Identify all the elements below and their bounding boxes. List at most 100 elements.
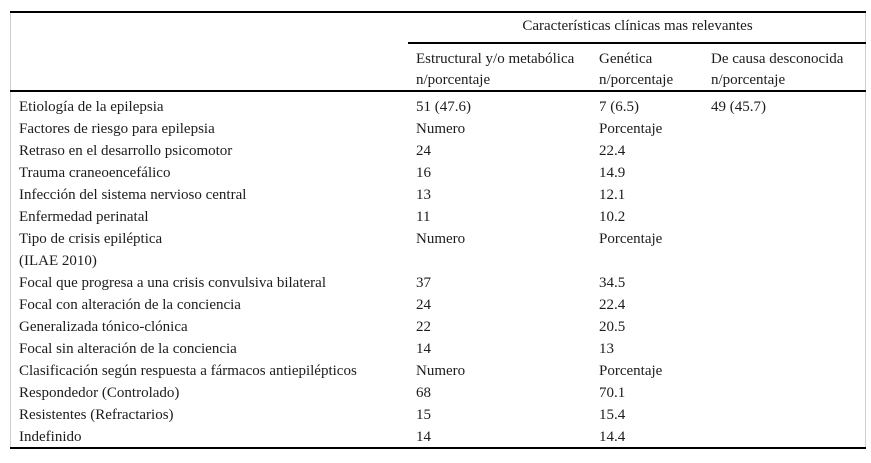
row-col2-value: 14.4	[599, 429, 626, 445]
row-col3-value	[711, 272, 865, 294]
row-col3-value	[711, 294, 865, 316]
column-header-line2: n/porcentaje	[416, 72, 491, 88]
row-label-line1: Generalizada tónico-clónica	[19, 319, 188, 335]
row-label-line1: Focal con alteración de la conciencia	[19, 297, 241, 313]
row-label: Retraso en el desarrollo psicomotor	[11, 140, 416, 162]
table-row: Indefinido 14 14.4	[11, 426, 865, 448]
row-label: Resistentes (Refractarios)	[11, 404, 416, 426]
row-col2-value: 70.1	[599, 385, 626, 401]
row-col3-value	[711, 316, 865, 338]
row-label: Etiología de la epilepsia	[11, 96, 416, 118]
row-label-line1: Factores de riesgo para epilepsia	[19, 121, 215, 137]
row-col2-value: 22.4	[599, 297, 626, 313]
column-header-line2: n/porcentaje	[711, 72, 786, 88]
row-label-line1: Enfermedad perinatal	[19, 209, 149, 225]
row-col1-value: 11	[416, 209, 431, 225]
row-col2-value: 12.1	[599, 187, 626, 203]
row-col2-value: 13	[599, 341, 614, 357]
row-col3-value	[711, 426, 865, 448]
row-label: Focal con alteración de la conciencia	[11, 294, 416, 316]
spanner-rule	[408, 42, 866, 44]
row-col3-value	[711, 118, 865, 140]
row-col1-value: 24	[416, 297, 431, 313]
column-header-genetica: Genética n/porcentaje	[599, 49, 711, 91]
row-label: Indefinido	[11, 426, 416, 448]
table-row: Etiología de la epilepsia 51 (47.6) 7 (6.5…	[11, 96, 865, 118]
row-label: Infección del sistema nervioso central	[11, 184, 416, 206]
row-label: Focal sin alteración de la conciencia	[11, 338, 416, 360]
row-col2-value: Porcentaje	[599, 363, 663, 379]
row-col1-value: 37	[416, 275, 431, 291]
table-row: Tipo de crisis epiléptica (ILAE 2010) Nume…	[11, 228, 865, 272]
table-row: Focal que progresa a una crisis convulsi…	[11, 272, 865, 294]
row-col3-value	[711, 360, 865, 382]
table-body: Etiología de la epilepsia 51 (47.6) 7 (6.5…	[11, 92, 865, 448]
row-col1-value: Numero	[416, 121, 466, 137]
row-col1-value: 24	[416, 143, 431, 159]
row-label-line1: Resistentes (Refractarios)	[19, 407, 174, 423]
row-col1-value: 14	[416, 341, 431, 357]
row-col1-value: 51 (47.6)	[416, 99, 471, 115]
row-label: Enfermedad perinatal	[11, 206, 416, 228]
row-label: Clasificación según respuesta a fármacos…	[11, 360, 416, 382]
column-header-line1: De causa desconocida	[711, 51, 844, 67]
row-label: Generalizada tónico-clónica	[11, 316, 416, 338]
table-row: Respondedor (Controlado) 68 70.1	[11, 382, 865, 404]
row-label-line1: Focal que progresa a una crisis convulsi…	[19, 275, 326, 291]
row-label-line1: Indefinido	[19, 429, 82, 445]
column-headers: Estructural y/o metabólica n/porcentaje …	[11, 44, 865, 90]
bottom-rule	[10, 447, 866, 449]
row-col2-value: Porcentaje	[599, 231, 663, 247]
row-col1-value: Numero	[416, 231, 466, 247]
row-col3-value	[711, 338, 865, 360]
spanner-title: Características clínicas mas relevantes	[522, 18, 753, 34]
table-row: Focal sin alteración de la conciencia 14 1…	[11, 338, 865, 360]
row-label: Focal que progresa a una crisis convulsi…	[11, 272, 416, 294]
row-col3-value	[711, 140, 865, 162]
row-label-line1: Retraso en el desarrollo psicomotor	[19, 143, 233, 159]
table-row: Factores de riesgo para epilepsia Numero P…	[11, 118, 865, 140]
row-col2-value: 7 (6.5)	[599, 99, 639, 115]
row-col1-value: 14	[416, 429, 431, 445]
row-label-line1: Tipo de crisis epiléptica	[19, 231, 163, 247]
row-col2-value: 22.4	[599, 143, 626, 159]
row-label: Factores de riesgo para epilepsia	[11, 118, 416, 140]
row-label-line1: Infección del sistema nervioso central	[19, 187, 247, 203]
column-header-line2: n/porcentaje	[599, 72, 674, 88]
row-label-line1: Trauma craneoencefálico	[19, 165, 171, 181]
table-row: Retraso en el desarrollo psicomotor 24 22.…	[11, 140, 865, 162]
table-row: Enfermedad perinatal 11 10.2	[11, 206, 865, 228]
header-rule	[10, 90, 866, 92]
row-col2-value: 20.5	[599, 319, 626, 335]
row-col3-value	[711, 162, 865, 184]
row-col1-value: 15	[416, 407, 431, 423]
table-row: Resistentes (Refractarios) 15 15.4	[11, 404, 865, 426]
row-col2-value: 10.2	[599, 209, 626, 225]
row-col1-value: 16	[416, 165, 431, 181]
row-col3-value	[711, 382, 865, 404]
row-col2-value: 34.5	[599, 275, 626, 291]
row-label-line1: Clasificación según respuesta a fármacos…	[19, 363, 357, 379]
table-row: Generalizada tónico-clónica 22 20.5	[11, 316, 865, 338]
top-rule	[10, 11, 866, 13]
row-col1-value: Numero	[416, 363, 466, 379]
row-col1-value: 68	[416, 385, 431, 401]
row-label-line1: Focal sin alteración de la conciencia	[19, 341, 237, 357]
table-row: Trauma craneoencefálico 16 14.9	[11, 162, 865, 184]
column-header-estructural: Estructural y/o metabólica n/porcentaje	[416, 49, 599, 91]
row-col2-value: 15.4	[599, 407, 626, 423]
row-label: Tipo de crisis epiléptica (ILAE 2010)	[11, 228, 416, 272]
row-label-line1: Etiología de la epilepsia	[19, 99, 164, 115]
spanner-header: Características clínicas mas relevantes	[11, 13, 865, 42]
row-col3-value	[711, 404, 865, 426]
table-row: Infección del sistema nervioso central 13…	[11, 184, 865, 206]
row-label: Trauma craneoencefálico	[11, 162, 416, 184]
label-column-header-empty	[11, 49, 416, 91]
row-col3-value: 49 (45.7)	[711, 99, 766, 115]
table-row: Clasificación según respuesta a fármacos…	[11, 360, 865, 382]
row-label-line2: (ILAE 2010)	[19, 253, 97, 269]
table-row: Focal con alteración de la conciencia 24 2…	[11, 294, 865, 316]
row-label-line1: Respondedor (Controlado)	[19, 385, 180, 401]
row-col1-value: 22	[416, 319, 431, 335]
row-label: Respondedor (Controlado)	[11, 382, 416, 404]
